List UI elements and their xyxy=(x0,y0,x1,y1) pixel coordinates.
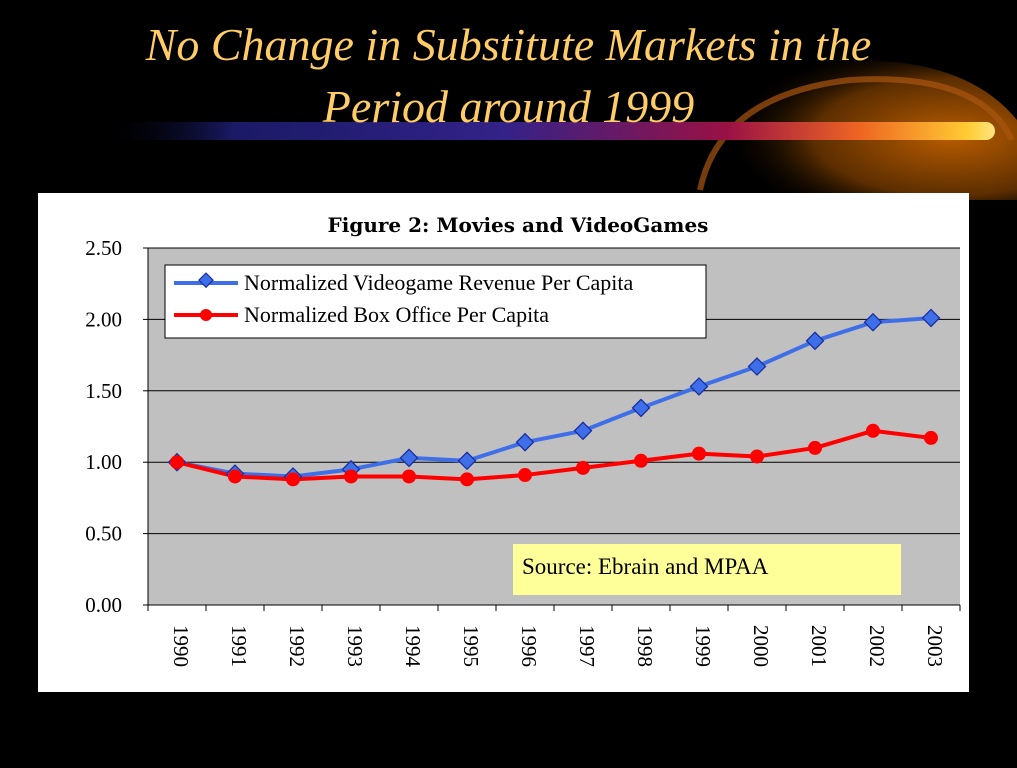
slide-title-line-2: Period around 1999 xyxy=(322,81,695,132)
y-tick-label: 1.00 xyxy=(85,450,122,474)
data-point-box-office xyxy=(924,430,938,445)
gridlines xyxy=(148,247,960,535)
data-point-box-office xyxy=(750,449,764,464)
data-point-videogame xyxy=(747,357,767,376)
x-tick-label: 1998 xyxy=(633,625,657,667)
data-point-box-office xyxy=(866,423,880,438)
x-tick-label: 1992 xyxy=(285,625,309,667)
series-layer xyxy=(167,308,941,487)
data-point-box-office xyxy=(344,469,358,484)
line-chart: Figure 2: Movies and VideoGames 0.00 0.50… xyxy=(85,213,961,668)
data-point-videogame xyxy=(863,312,883,332)
decorative-swoosh xyxy=(100,60,1017,200)
data-point-box-office xyxy=(808,440,822,455)
data-point-videogame xyxy=(573,421,593,441)
x-tick-labels: 1990 1991 1992 1993 1994 1995 1996 1997 1998 1999… xyxy=(169,625,947,668)
x-tick-label: 1993 xyxy=(343,625,367,667)
x-tick-label: 1999 xyxy=(691,625,715,667)
slide-title-line-1: No Change in Substitute Markets in the xyxy=(145,19,872,70)
legend: Normalized Videogame Revenue Per Capita … xyxy=(164,264,707,339)
x-tick-label: 1997 xyxy=(575,625,599,667)
chart-panel: Figure 2: Movies and VideoGames 0.00 0.50… xyxy=(38,193,969,692)
data-point-box-office xyxy=(460,472,474,487)
slide-title: No Change in Substitute Markets in the P… xyxy=(0,14,1017,138)
x-tick-label: 2000 xyxy=(749,625,773,667)
data-point-videogame xyxy=(515,432,535,452)
x-tick-label: 1990 xyxy=(169,625,193,667)
x-tick-label: 1991 xyxy=(227,625,251,667)
data-point-videogame xyxy=(805,331,825,351)
data-point-videogame xyxy=(631,398,651,418)
x-tick-label: 2001 xyxy=(807,625,831,667)
data-point-box-office xyxy=(402,469,416,484)
y-tick-label: 2.50 xyxy=(85,236,122,260)
data-point-box-office xyxy=(228,469,242,484)
y-tick-label: 0.00 xyxy=(85,593,122,617)
x-tick-label: 1994 xyxy=(401,625,425,668)
source-box xyxy=(513,544,901,595)
data-point-box-office xyxy=(692,446,706,461)
y-tick-label: 0.50 xyxy=(85,522,122,546)
data-point-box-office xyxy=(634,453,648,468)
x-tick-label: 1995 xyxy=(459,625,483,667)
data-point-box-office xyxy=(518,468,532,483)
data-point-box-office xyxy=(576,460,590,475)
y-tick-labels: 0.00 0.50 1.00 1.50 2.00 2.50 xyxy=(85,236,122,617)
legend-box xyxy=(164,264,707,339)
legend-marker-videogame xyxy=(198,272,214,289)
x-tick-label: 2002 xyxy=(865,625,889,667)
data-point-videogame xyxy=(399,448,419,468)
data-point-box-office xyxy=(170,455,184,470)
legend-marker-box-office xyxy=(200,309,212,321)
data-point-videogame xyxy=(689,377,709,396)
legend-label-videogame: Normalized Videogame Revenue Per Capita xyxy=(244,270,633,295)
legend-label-box-office: Normalized Box Office Per Capita xyxy=(244,302,549,327)
series-line-videogame xyxy=(176,315,932,479)
data-point-videogame xyxy=(457,451,477,471)
source-annotation: Source: Ebrain and MPAA xyxy=(513,544,901,595)
y-tick-label: 2.00 xyxy=(85,307,122,331)
axes xyxy=(143,247,961,611)
data-point-videogame xyxy=(921,308,941,328)
y-tick-label: 1.50 xyxy=(85,379,122,403)
series-line-box-office xyxy=(176,428,932,482)
x-tick-label: 1996 xyxy=(517,625,541,667)
source-text: Source: Ebrain and MPAA xyxy=(522,554,769,579)
chart-title: Figure 2: Movies and VideoGames xyxy=(328,213,709,237)
x-tick-label: 2003 xyxy=(923,625,947,667)
data-point-box-office xyxy=(286,472,300,487)
